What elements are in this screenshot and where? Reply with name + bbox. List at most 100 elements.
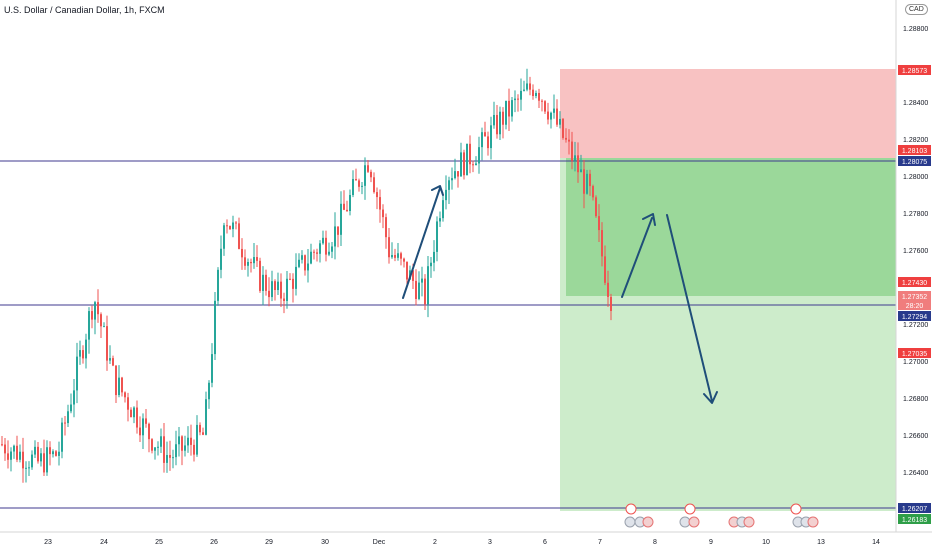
event-flag-icon [807,516,819,528]
candle-body [328,251,330,255]
candle-body [73,390,75,405]
candle-body [112,358,114,366]
candle-body [238,223,240,249]
event-icons[interactable] [624,503,819,528]
time-tick-label: 30 [321,539,329,546]
price-tick-label: 1.27800 [903,211,928,218]
candle-body [241,248,243,258]
target-zone-upper [566,158,896,296]
candle-body [160,436,162,447]
event-flag-icon [625,503,637,515]
candle-body [100,314,102,327]
candle-body [604,256,606,283]
price-badge [898,503,931,513]
candle-body [88,311,90,340]
candle-body [406,261,408,280]
time-tick-label: 26 [210,539,218,546]
candle-body [190,437,192,445]
event-flag-icon [684,503,696,515]
candle-body [499,111,501,135]
price-badge [898,291,931,301]
candle-body [484,132,486,137]
candle-body [352,179,354,195]
candle-body [379,197,381,210]
time-tick-label: 13 [817,539,825,546]
candle-body [523,89,525,91]
price-tick-label: 1.28800 [903,26,928,33]
event-flag-icon [743,516,755,528]
price-badge [898,311,931,321]
candle-body [217,269,219,301]
candle-body [214,300,216,355]
candle-body [313,251,315,253]
candle-body [28,467,30,469]
time-axis-ticks[interactable]: 23 24 25 26 29 30 Dec 2 3 6 7 8 9 10 13 14 [44,539,880,546]
candle-body [559,118,561,125]
candle-body [271,281,273,298]
arrow-up-right [621,213,656,298]
time-tick-label: 10 [762,539,770,546]
candle-body [70,404,72,412]
price-badge-text: 1.27035 [902,351,927,358]
candle-body [598,216,600,231]
candle-body [532,89,534,97]
candle-body [58,451,60,456]
candle-body [301,255,303,260]
candle-body [181,436,183,451]
candle-body [358,180,360,187]
candle-body [496,114,498,135]
price-badge-text: 1.26183 [902,517,927,524]
candle-body [166,455,168,463]
candle-body [289,278,291,280]
candle-body [76,356,78,391]
event-flag-icon [688,516,700,528]
candle-body [172,457,174,459]
candle-body [163,436,165,463]
currency-button[interactable]: CAD [905,4,928,15]
candle-body [268,290,270,298]
price-tick-label: 1.26400 [903,470,928,477]
candle-body [304,255,306,271]
candle-body [22,451,24,469]
candle-body [232,222,234,230]
candle-body [79,350,81,357]
candle-body [118,377,120,396]
candle-body [547,111,549,120]
candle-body [67,411,69,424]
candle-body [259,260,261,291]
candle-body [475,163,477,166]
candle-body [256,257,258,261]
candle-body [556,108,558,125]
candle-body [121,377,123,393]
price-badge-text: 28:20 [906,303,924,310]
candle-body [544,101,546,112]
candle-body [487,136,489,149]
candle-body [127,397,129,410]
price-tick-label: 1.28200 [903,137,928,144]
candle-body [295,266,297,289]
candle-body [508,100,510,117]
time-tick-label: 9 [709,539,713,546]
price-badge-text: 1.26207 [902,506,927,513]
candle-body [130,409,132,418]
candle-body [37,446,39,462]
candle-body [169,455,171,458]
candle-body [607,282,609,297]
candle-body [277,281,279,291]
candle-body [535,92,537,97]
candle-body [286,278,288,301]
price-axis-bg [896,0,932,550]
candle-body [178,436,180,445]
drawing-arrows[interactable] [402,185,718,404]
candle-body [10,451,12,460]
price-tick-label: 1.27200 [903,322,928,329]
candle-body [250,261,252,264]
arrow-down [666,214,718,404]
time-tick-label: 29 [265,539,273,546]
price-axis-ticks[interactable]: 1.28800 1.28400 1.28200 1.28000 1.27800 1.276… [903,26,928,477]
candle-body [40,453,42,462]
candle-body [157,446,159,448]
candle-body [397,253,399,258]
candle-body [220,248,222,270]
